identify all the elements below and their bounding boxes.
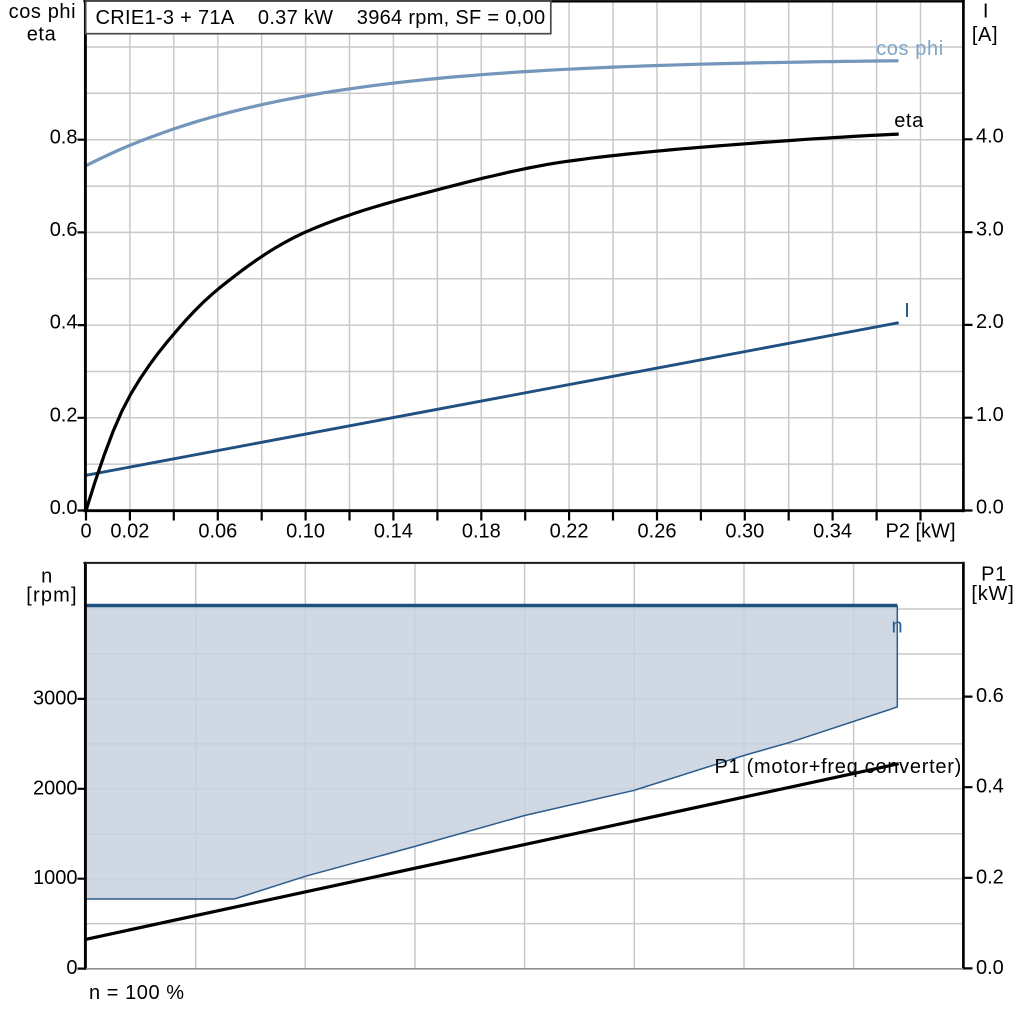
svg-text:[kW]: [kW] <box>971 583 1014 605</box>
svg-text:0: 0 <box>66 957 77 979</box>
svg-text:0.2: 0.2 <box>50 404 78 426</box>
svg-text:P1 (motor+freq.converter): P1 (motor+freq.converter) <box>714 756 962 778</box>
svg-text:0.0: 0.0 <box>976 957 1004 979</box>
svg-text:0.4: 0.4 <box>976 776 1004 798</box>
svg-text:0.06: 0.06 <box>198 521 237 543</box>
svg-text:0.14: 0.14 <box>374 521 413 543</box>
svg-text:0: 0 <box>80 521 91 543</box>
svg-text:2000: 2000 <box>33 777 78 799</box>
svg-text:eta: eta <box>27 24 57 46</box>
svg-text:[rpm]: [rpm] <box>26 585 78 607</box>
svg-text:0.0: 0.0 <box>976 497 1004 519</box>
svg-text:0.02: 0.02 <box>110 521 149 543</box>
svg-text:I: I <box>904 300 910 322</box>
svg-text:0.8: 0.8 <box>50 126 78 148</box>
svg-text:1.0: 1.0 <box>976 404 1004 426</box>
svg-text:0.22: 0.22 <box>550 521 589 543</box>
svg-text:eta: eta <box>894 110 924 132</box>
svg-text:3000: 3000 <box>33 687 78 709</box>
svg-text:n: n <box>41 566 53 588</box>
svg-text:P2 [kW]: P2 [kW] <box>885 521 955 543</box>
svg-text:0.34: 0.34 <box>813 521 852 543</box>
svg-text:0.30: 0.30 <box>725 521 764 543</box>
svg-text:0.6: 0.6 <box>50 219 78 241</box>
svg-text:0.26: 0.26 <box>638 521 677 543</box>
svg-text:0.10: 0.10 <box>286 521 325 543</box>
svg-text:I: I <box>983 1 989 23</box>
svg-text:0.18: 0.18 <box>462 521 501 543</box>
svg-text:3.0: 3.0 <box>976 218 1004 240</box>
svg-text:0.0: 0.0 <box>50 497 78 519</box>
svg-text:1000: 1000 <box>33 867 78 889</box>
svg-text:0.6: 0.6 <box>976 685 1004 707</box>
svg-text:[A]: [A] <box>972 24 998 46</box>
svg-text:0.4: 0.4 <box>50 312 78 334</box>
svg-text:cos phi: cos phi <box>876 38 944 60</box>
svg-text:n = 100 %: n = 100 % <box>89 982 185 1004</box>
svg-text:P1: P1 <box>981 564 1007 586</box>
svg-text:0.2: 0.2 <box>976 866 1004 888</box>
svg-text:n: n <box>891 616 902 638</box>
svg-text:4.0: 4.0 <box>976 126 1004 148</box>
svg-text:CRIE1-3 + 71A 0.37 kW 39: CRIE1-3 + 71A 0.37 kW 3964 rpm, SF = 0,0… <box>96 7 546 29</box>
svg-text:cos phi: cos phi <box>9 1 77 23</box>
svg-text:2.0: 2.0 <box>976 311 1004 333</box>
